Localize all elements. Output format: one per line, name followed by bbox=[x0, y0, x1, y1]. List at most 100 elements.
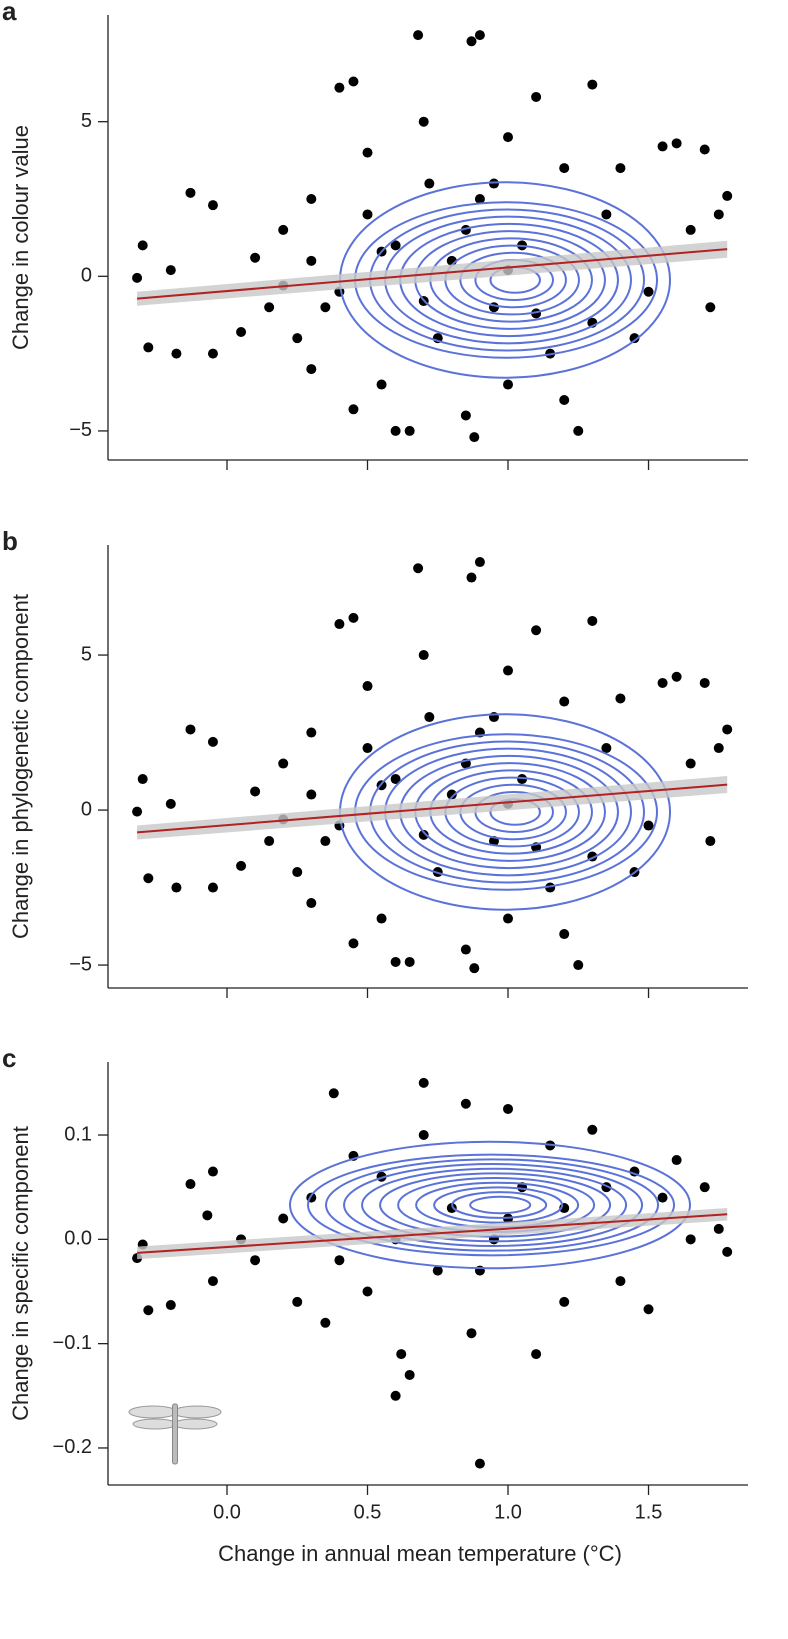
point bbox=[306, 789, 317, 800]
point bbox=[207, 736, 218, 747]
point bbox=[531, 1349, 542, 1360]
point bbox=[671, 1155, 682, 1166]
point bbox=[587, 1124, 598, 1135]
wing bbox=[172, 1418, 218, 1430]
point bbox=[474, 193, 485, 204]
point bbox=[699, 1182, 710, 1193]
point bbox=[207, 1276, 218, 1287]
point bbox=[185, 1179, 196, 1190]
point bbox=[362, 209, 373, 220]
point bbox=[413, 30, 424, 41]
point bbox=[418, 116, 429, 127]
point bbox=[531, 625, 542, 636]
point bbox=[185, 724, 196, 735]
point bbox=[396, 1349, 407, 1360]
point bbox=[143, 342, 154, 353]
point bbox=[328, 1088, 339, 1099]
point bbox=[601, 743, 612, 754]
y-tick-label: −0.1 bbox=[53, 1332, 92, 1354]
point bbox=[615, 1276, 626, 1287]
fit-line bbox=[137, 248, 728, 300]
point bbox=[657, 141, 668, 152]
point bbox=[362, 681, 373, 692]
point bbox=[474, 1458, 485, 1469]
point bbox=[573, 960, 584, 971]
y-tick-label: 5 bbox=[81, 110, 92, 132]
x-tick-label: 0.0 bbox=[213, 1501, 241, 1523]
density-contour bbox=[343, 1163, 644, 1247]
point bbox=[418, 650, 429, 661]
point bbox=[250, 1255, 261, 1266]
point bbox=[466, 1328, 477, 1339]
point bbox=[413, 563, 424, 574]
point bbox=[469, 963, 480, 974]
point bbox=[432, 1265, 443, 1276]
point bbox=[292, 1296, 303, 1307]
point bbox=[657, 677, 668, 688]
point bbox=[404, 1369, 415, 1380]
x-tick-label: 1.5 bbox=[635, 1501, 663, 1523]
point bbox=[320, 836, 331, 847]
point bbox=[601, 209, 612, 220]
point bbox=[348, 612, 359, 623]
point bbox=[643, 286, 654, 297]
point bbox=[671, 671, 682, 682]
wing bbox=[172, 1405, 222, 1419]
point bbox=[171, 348, 182, 359]
point bbox=[306, 364, 317, 375]
point bbox=[705, 836, 716, 847]
point bbox=[503, 665, 514, 676]
density-contour bbox=[379, 1172, 612, 1238]
fit-line bbox=[137, 1213, 728, 1254]
point bbox=[250, 786, 261, 797]
point bbox=[643, 1304, 654, 1315]
point bbox=[348, 76, 359, 87]
density-contour bbox=[451, 1191, 548, 1219]
density-contour bbox=[325, 1158, 660, 1252]
y-axis-title: Change in specific component bbox=[8, 1126, 33, 1421]
panel-label: a bbox=[2, 0, 17, 26]
y-tick-label: 0.1 bbox=[64, 1123, 92, 1145]
density-contour bbox=[361, 1167, 628, 1243]
point bbox=[306, 727, 317, 738]
point bbox=[705, 302, 716, 313]
point bbox=[334, 619, 345, 630]
point bbox=[424, 712, 435, 723]
point bbox=[503, 379, 514, 390]
panel-label: c bbox=[2, 1043, 16, 1073]
point bbox=[446, 1203, 457, 1214]
point bbox=[278, 1213, 289, 1224]
point bbox=[334, 82, 345, 93]
point bbox=[713, 1223, 724, 1234]
point bbox=[207, 882, 218, 893]
point bbox=[685, 758, 696, 769]
x-tick-label: 1.0 bbox=[494, 1501, 522, 1523]
point bbox=[685, 224, 696, 235]
point bbox=[137, 774, 148, 785]
point bbox=[643, 820, 654, 831]
point bbox=[292, 333, 303, 344]
point bbox=[503, 132, 514, 143]
point bbox=[469, 432, 480, 443]
point bbox=[559, 1296, 570, 1307]
point bbox=[348, 938, 359, 949]
point bbox=[722, 190, 733, 201]
point bbox=[390, 425, 401, 436]
point bbox=[132, 806, 143, 817]
point bbox=[460, 1098, 471, 1109]
point bbox=[722, 1246, 733, 1257]
point bbox=[236, 860, 247, 871]
point bbox=[503, 1103, 514, 1114]
point bbox=[171, 882, 182, 893]
y-tick-label: −5 bbox=[69, 953, 92, 975]
dragonfly-icon bbox=[128, 1403, 222, 1465]
point bbox=[306, 898, 317, 909]
point bbox=[615, 693, 626, 704]
point bbox=[418, 829, 429, 840]
point bbox=[278, 758, 289, 769]
point bbox=[390, 1390, 401, 1401]
point bbox=[713, 743, 724, 754]
point bbox=[671, 138, 682, 149]
density-contour bbox=[459, 251, 567, 309]
